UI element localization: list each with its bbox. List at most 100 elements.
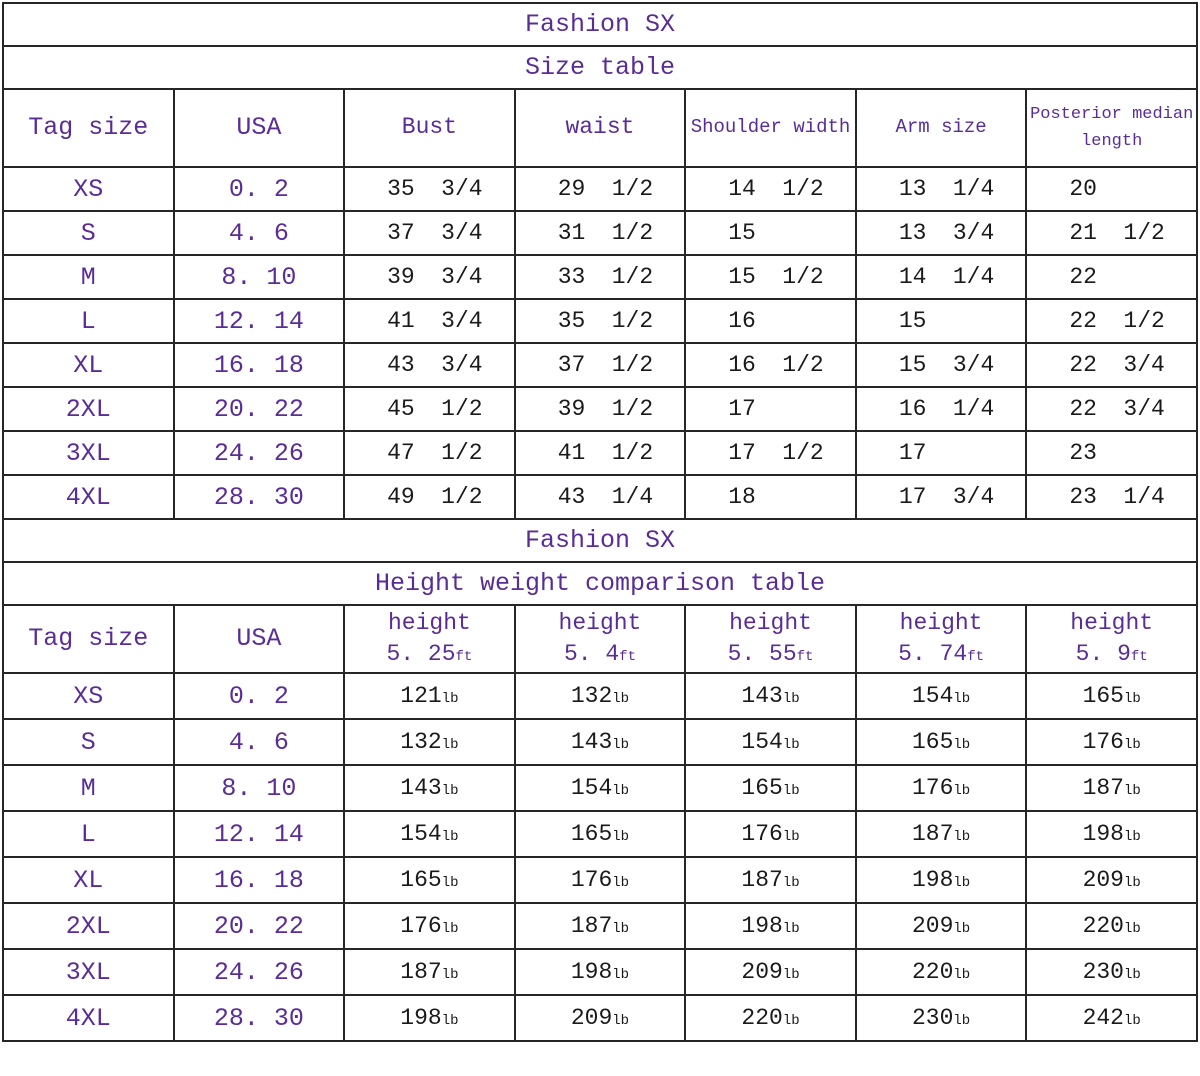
height-table-body: XS 0. 2 121lb 132lb 143lb 154lb 165lb S 4. 6 132l… xyxy=(2,672,1198,1042)
usa-size-cell: 16. 18 xyxy=(172,342,346,388)
measurement-cell: 16 1/4 xyxy=(854,386,1028,432)
weight-cell: 242lb xyxy=(1025,994,1198,1042)
usa-size-cell: 24. 26 xyxy=(172,430,346,476)
weight-unit: lb xyxy=(782,967,800,983)
weight-value: 220 xyxy=(1082,913,1124,939)
size-table-header-row: Tag size USA Bust waist Shoulder width A… xyxy=(2,88,1198,168)
weight-value: 176 xyxy=(911,775,954,801)
weight-cell: 198lb xyxy=(343,994,516,1042)
height-table-row: 4XL 28. 30 198lb 209lb 220lb 230lb 242lb xyxy=(2,994,1198,1042)
weight-unit: lb xyxy=(782,691,800,707)
weight-cell: 176lb xyxy=(1025,718,1198,766)
measurement-cell: 37 1/2 xyxy=(513,342,687,388)
height-label: height xyxy=(1070,609,1154,636)
height-unit: ft xyxy=(619,649,636,665)
weight-value: 121 xyxy=(400,683,442,709)
weight-unit: lb xyxy=(782,829,800,845)
measurement-cell: 14 1/4 xyxy=(854,254,1028,300)
height-label: height xyxy=(899,609,983,636)
measurement-cell: 17 1/2 xyxy=(684,430,857,476)
weight-unit: lb xyxy=(441,829,459,845)
weight-cell: 154lb xyxy=(854,672,1028,720)
height-table-header-row: Tag size USA height 5. 25ft height 5. 4f… xyxy=(2,604,1198,674)
tag-size-cell: S xyxy=(2,210,175,256)
measurement-cell: 29 1/2 xyxy=(513,166,687,212)
height-label: height xyxy=(387,609,471,636)
height-table-title-row: Fashion SX xyxy=(2,518,1198,563)
height-table-row: 3XL 24. 26 187lb 198lb 209lb 220lb 230lb xyxy=(2,948,1198,996)
weight-unit: lb xyxy=(1123,1013,1141,1029)
column-header-waist: waist xyxy=(513,88,687,168)
column-header-usa: USA xyxy=(172,88,346,168)
weight-unit: lb xyxy=(782,875,800,891)
tag-size-cell: M xyxy=(2,254,175,300)
weight-cell: 143lb xyxy=(513,718,687,766)
weight-value: 154 xyxy=(911,683,954,709)
weight-cell: 187lb xyxy=(854,810,1028,858)
weight-cell: 143lb xyxy=(684,672,857,720)
weight-value: 187 xyxy=(1082,775,1124,801)
tag-size-cell: 3XL xyxy=(2,948,175,996)
tag-size-cell: L xyxy=(2,298,175,344)
size-table: Fashion SX Size table Tag size USA Bust … xyxy=(2,2,1198,520)
weight-unit: lb xyxy=(953,921,971,937)
size-table-row: M 8. 10 39 3/4 33 1/2 15 1/2 14 1/4 22 xyxy=(2,254,1198,300)
weight-value: 198 xyxy=(570,959,613,985)
weight-unit: lb xyxy=(441,1013,459,1029)
height-unit: ft xyxy=(796,649,814,665)
weight-value: 176 xyxy=(570,867,613,893)
weight-value: 165 xyxy=(911,729,954,755)
measurement-cell: 22 1/2 xyxy=(1025,298,1198,344)
measurement-cell: 41 3/4 xyxy=(343,298,516,344)
weight-unit: lb xyxy=(612,737,630,753)
size-table-title-row: Fashion SX xyxy=(2,2,1198,47)
weight-value: 209 xyxy=(1082,867,1124,893)
column-header-tag-size: Tag size xyxy=(2,88,175,168)
weight-cell: 187lb xyxy=(343,948,516,996)
weight-value: 143 xyxy=(400,775,442,801)
weight-cell: 132lb xyxy=(513,672,687,720)
weight-unit: lb xyxy=(441,921,459,937)
measurement-cell: 23 xyxy=(1025,430,1198,476)
weight-cell: 176lb xyxy=(854,764,1028,812)
height-value: 5. 74 xyxy=(898,641,968,667)
measurement-cell: 43 3/4 xyxy=(343,342,516,388)
tag-size-cell: XL xyxy=(2,342,175,388)
usa-size-cell: 20. 22 xyxy=(172,386,346,432)
tag-size-cell: 4XL xyxy=(2,474,175,520)
size-table-body: XS 0. 2 35 3/4 29 1/2 14 1/2 13 1/4 20 S 4. 6 37 … xyxy=(2,166,1198,520)
column-header-arm-size: Arm size xyxy=(854,88,1028,168)
weight-unit: lb xyxy=(1123,829,1141,845)
column-header-tag-size: Tag size xyxy=(2,604,175,674)
weight-value: 220 xyxy=(741,1005,783,1031)
weight-cell: 176lb xyxy=(343,902,516,950)
tag-size-cell: 2XL xyxy=(2,902,175,950)
weight-unit: lb xyxy=(953,875,971,891)
weight-unit: lb xyxy=(953,967,971,983)
measurement-cell: 23 1/4 xyxy=(1025,474,1198,520)
weight-value: 176 xyxy=(741,821,783,847)
weight-unit: lb xyxy=(782,737,800,753)
usa-size-cell: 4. 6 xyxy=(172,718,346,766)
weight-cell: 165lb xyxy=(1025,672,1198,720)
measurement-cell: 37 3/4 xyxy=(343,210,516,256)
weight-cell: 165lb xyxy=(343,856,516,904)
weight-unit: lb xyxy=(612,691,630,707)
measurement-cell: 13 3/4 xyxy=(854,210,1028,256)
height-value: 5. 25 xyxy=(386,641,456,667)
measurement-cell: 16 xyxy=(684,298,857,344)
measurement-cell: 15 3/4 xyxy=(854,342,1028,388)
tag-size-cell: 4XL xyxy=(2,994,175,1042)
tag-size-cell: XS xyxy=(2,166,175,212)
column-header-shoulder-width: Shoulder width xyxy=(684,88,857,168)
weight-unit: lb xyxy=(612,1013,630,1029)
height-unit: ft xyxy=(1130,649,1148,665)
weight-cell: 176lb xyxy=(513,856,687,904)
usa-size-cell: 8. 10 xyxy=(172,764,346,812)
height-table-row: L 12. 14 154lb 165lb 176lb 187lb 198lb xyxy=(2,810,1198,858)
weight-unit: lb xyxy=(1123,737,1141,753)
size-table-row: 2XL 20. 22 45 1/2 39 1/2 17 16 1/4 22 3/4 xyxy=(2,386,1198,432)
weight-value: 176 xyxy=(1082,729,1124,755)
height-table-row: S 4. 6 132lb 143lb 154lb 165lb 176lb xyxy=(2,718,1198,766)
column-header-bust: Bust xyxy=(343,88,516,168)
